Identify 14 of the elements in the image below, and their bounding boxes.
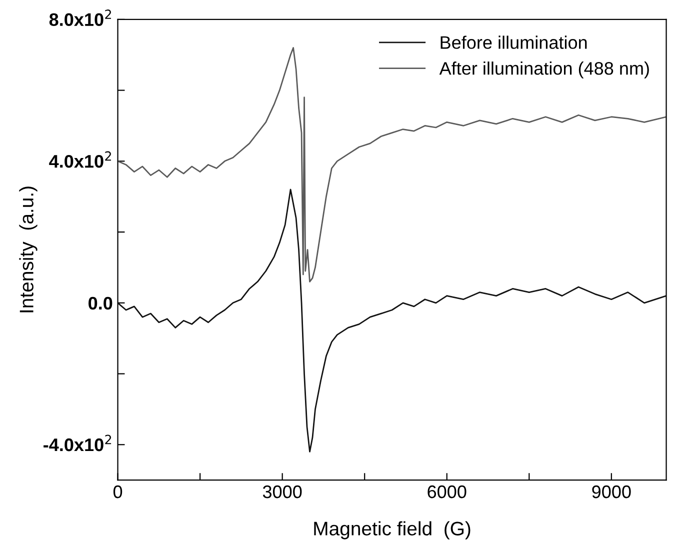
legend-label: Before illumination bbox=[440, 36, 587, 49]
y-tick-label: 4.0x10$^{2}$ bbox=[49, 151, 111, 168]
line-series bbox=[118, 188, 666, 452]
x-axis-title: Magnetic field (G) bbox=[314, 521, 470, 540]
y-tick-label: -4.0x10$^{2}$ bbox=[44, 434, 112, 452]
line-series bbox=[118, 47, 666, 282]
x-tick-label: 9000 bbox=[592, 485, 631, 498]
y-axis-title: Intensity (a.u.) bbox=[19, 186, 38, 312]
y-tick-label: 8.0x10$^{2}$ bbox=[49, 10, 111, 26]
x-tick-label: 6000 bbox=[428, 485, 466, 498]
x-tick-label: 0 bbox=[113, 485, 122, 498]
legend-label: After illumination (488 nm) bbox=[439, 62, 649, 78]
y-tick-label: 0.0 bbox=[88, 296, 112, 310]
x-tick-label: 3000 bbox=[262, 485, 302, 498]
